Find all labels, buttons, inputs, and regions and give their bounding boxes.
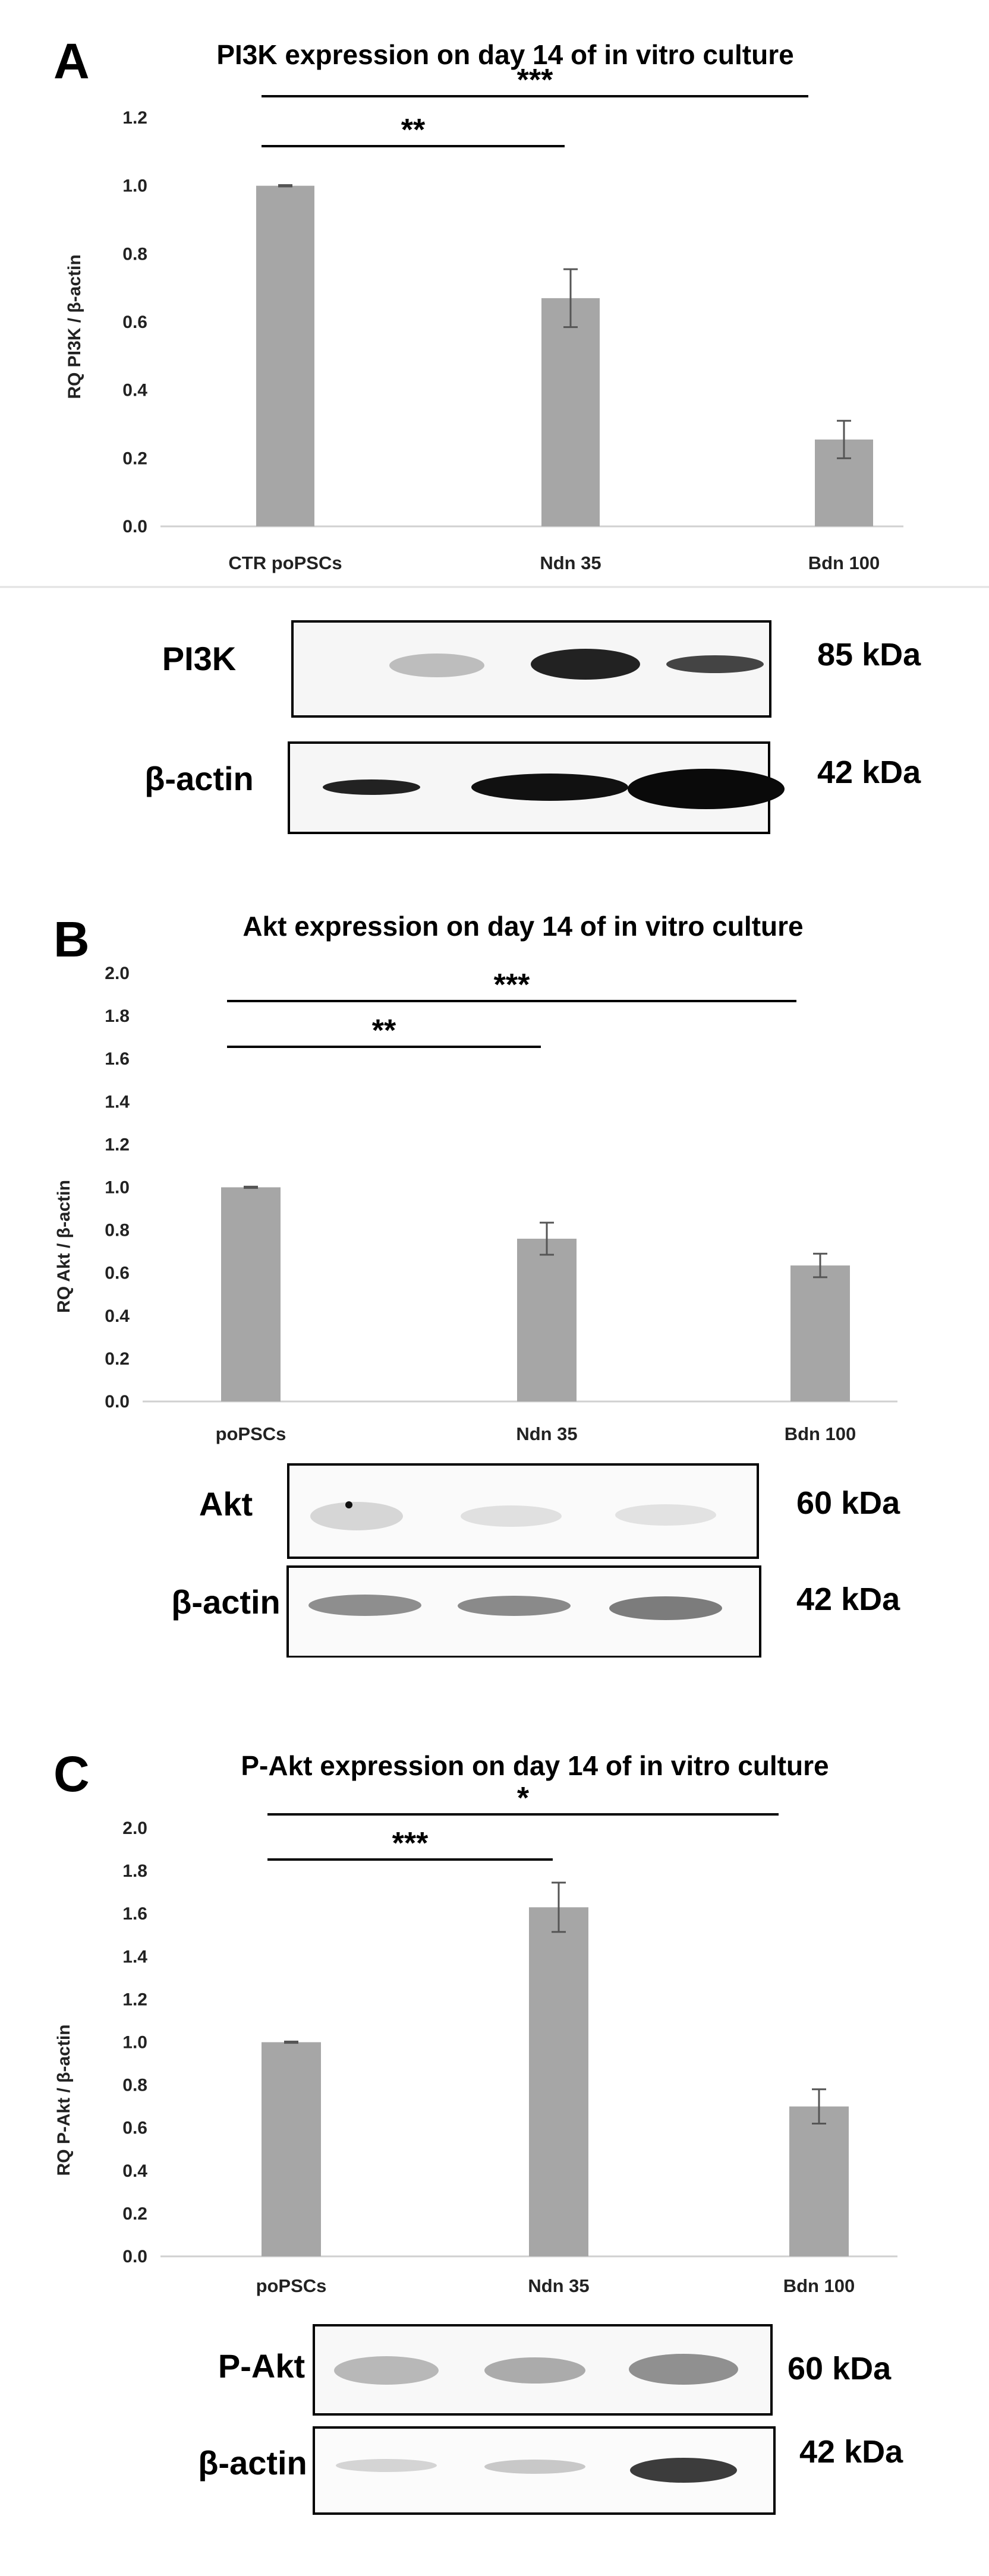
significance-label: *** [392,1826,429,1861]
y-tick-label: 1.2 [122,108,147,128]
y-tick-label: 0.0 [122,517,147,536]
y-tick-label: 1.0 [105,1178,130,1198]
blot-label: β-actin [198,2444,307,2482]
y-tick-label: 2.0 [122,1819,147,1838]
panel-c: C P-Akt expression on day 14 of in vitro… [0,1658,989,2573]
panel-label: B [53,911,90,967]
panel-label: C [53,1746,90,1802]
y-tick-label: 1.6 [122,1904,147,1924]
category-label: Ndn 35 [540,553,601,573]
significance-label: ** [372,1014,396,1048]
y-tick-label: 0.2 [105,1349,130,1369]
blot-image-akt [287,1463,759,1559]
y-tick-label: 2.0 [105,964,130,983]
y-tick-label: 0.0 [105,1392,130,1412]
y-tick-label: 0.0 [122,2247,147,2266]
significance-label: *** [494,968,530,1002]
y-tick-label: 1.0 [122,2033,147,2053]
significance-label: ** [401,113,426,147]
y-tick-label: 1.4 [105,1092,130,1112]
bar [529,1907,588,2256]
panel-b-svg: B Akt expression on day 14 of in vitro c… [53,911,900,1658]
y-tick-label: 1.2 [105,1135,130,1154]
panel-b: B Akt expression on day 14 of in vitro c… [0,855,989,1658]
bar [221,1187,281,1401]
kda-label: 85 kDa [817,637,921,673]
y-tick-label: 0.8 [122,2076,147,2095]
category-label: CTR poPSCs [228,553,342,573]
panel-a: A PI3K expression on day 14 of in vitro … [0,0,989,855]
kda-label: 42 kDa [796,1581,900,1617]
y-tick-label: 1.8 [105,1006,130,1026]
chart-title: PI3K expression on day 14 of in vitro cu… [216,39,793,70]
kda-label: 42 kDa [817,755,921,790]
category-label: poPSCs [256,2275,327,2296]
y-tick-label: 0.8 [105,1221,130,1240]
bar [541,298,600,526]
bar [517,1239,577,1401]
blot-label: β-actin [171,1583,281,1621]
blot-label: P-Akt [218,2347,305,2385]
category-label: Ndn 35 [516,1423,577,1444]
y-tick-label: 0.4 [122,381,147,400]
blot-image-p-akt [313,2324,773,2416]
panel-c-svg: C P-Akt expression on day 14 of in vitro… [53,1746,903,2515]
kda-label: 42 kDa [799,2434,903,2470]
y-tick-label: 1.2 [122,1990,147,2009]
y-tick-label: 0.4 [105,1306,130,1326]
y-tick-label: 0.6 [122,2119,147,2138]
blot-image-beta-actin [313,2426,776,2515]
plot-area: 0.0 0.2 0.4 0.6 0.8 1.0 1.2 CTR poPSCs Ndn 35 Bdn… [122,63,903,573]
y-axis-label: RQ Akt / β-actin [54,1180,74,1313]
y-axis-label: RQ P-Akt / β-actin [54,2025,74,2176]
category-label: Bdn 100 [785,1423,856,1444]
bar [256,185,314,527]
y-axis-label: RQ PI3K / β-actin [65,254,84,399]
blot-image-pi3k [291,620,771,718]
category-label: Bdn 100 [783,2275,855,2296]
significance-label: * [517,1781,530,1816]
significance-label: *** [517,63,553,97]
y-tick-label: 1.6 [105,1049,130,1069]
y-tick-label: 0.4 [122,2161,147,2181]
y-tick-label: 0.2 [122,2204,147,2224]
bar [790,1265,850,1401]
chart-title: Akt expression on day 14 of in vitro cul… [242,911,803,942]
blot-label: β-actin [144,760,254,797]
blot-image-beta-actin [286,1565,761,1658]
blot-image-beta-actin [288,741,785,834]
y-tick-label: 1.8 [122,1861,147,1881]
y-tick-label: 0.6 [122,312,147,332]
blot-label: Akt [199,1485,253,1523]
category-label: poPSCs [216,1423,286,1444]
category-label: Ndn 35 [528,2275,589,2296]
y-tick-label: 1.4 [122,1947,147,1966]
kda-label: 60 kDa [788,2351,892,2386]
y-tick-label: 0.2 [122,449,147,468]
bar [789,2106,849,2256]
chart-title: P-Akt expression on day 14 of in vitro c… [241,1750,829,1781]
plot-area: 0.0 0.2 0.4 0.6 0.8 1.0 1.2 1.4 1.6 1.8 2.0 poPSCs N… [105,964,897,1444]
y-tick-label: 0.8 [122,244,147,264]
panel-a-svg: A PI3K expression on day 14 of in vitro … [0,33,989,834]
panel-label: A [53,33,90,89]
y-tick-label: 0.6 [105,1264,130,1283]
bar [262,2042,321,2256]
kda-label: 60 kDa [796,1485,900,1521]
blot-label: PI3K [162,640,237,677]
category-label: Bdn 100 [808,553,880,573]
y-tick-label: 1.0 [122,176,147,196]
plot-area: 0.0 0.2 0.4 0.6 0.8 1.0 1.2 1.4 1.6 1.8 2.0 poPSCs N… [122,1781,897,2296]
